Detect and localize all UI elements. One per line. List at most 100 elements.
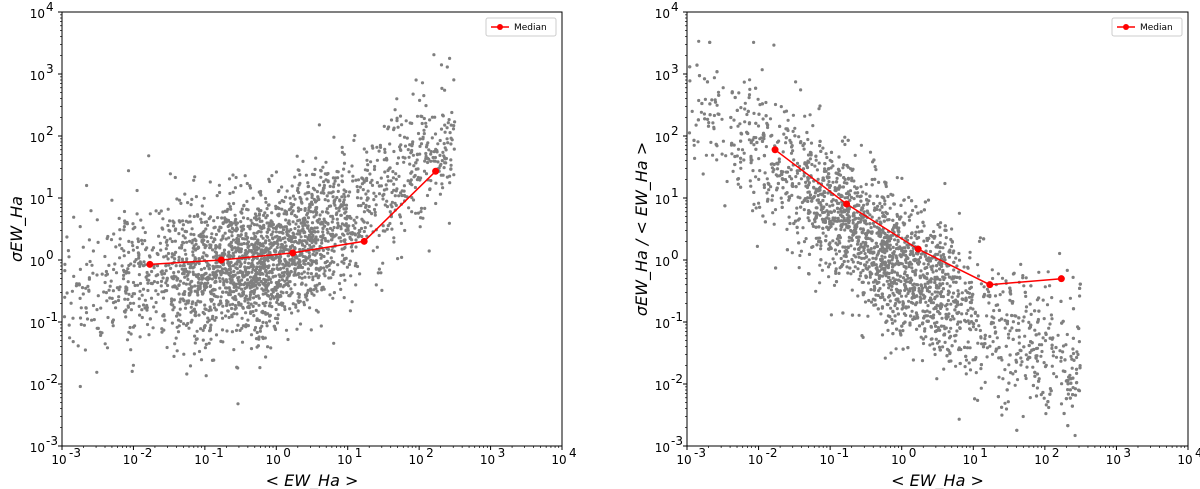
- scatter-point: [348, 309, 352, 313]
- scatter-point: [240, 316, 244, 320]
- scatter-point: [338, 236, 342, 240]
- scatter-point: [100, 331, 104, 335]
- scatter-point: [869, 300, 874, 304]
- scatter-point: [936, 223, 940, 227]
- scatter-point: [181, 234, 185, 238]
- scatter-point: [214, 251, 219, 255]
- y-tick-label: 10: [30, 69, 45, 83]
- scatter-point: [70, 289, 74, 293]
- scatter-point: [258, 270, 262, 274]
- scatter-point: [174, 275, 178, 279]
- scatter-point: [208, 305, 212, 309]
- scatter-point: [186, 301, 190, 305]
- scatter-point: [293, 267, 297, 271]
- scatter-point: [973, 310, 978, 314]
- scatter-point: [367, 204, 371, 209]
- scatter-point: [976, 398, 980, 402]
- scatter-point: [326, 251, 330, 255]
- scatter-point: [994, 330, 998, 334]
- scatter-point: [253, 212, 257, 216]
- scatter-point: [340, 174, 344, 178]
- scatter-point: [170, 252, 174, 256]
- scatter-point: [342, 257, 347, 261]
- scatter-point: [261, 335, 265, 339]
- scatter-point: [997, 375, 1001, 379]
- scatter-point: [284, 225, 288, 229]
- scatter-point: [196, 281, 200, 285]
- scatter-point: [451, 127, 456, 131]
- scatter-point: [68, 336, 72, 340]
- scatter-point: [210, 277, 214, 281]
- scatter-point: [85, 262, 89, 266]
- scatter-point: [261, 301, 265, 305]
- scatter-point: [453, 120, 457, 124]
- scatter-point: [257, 303, 261, 307]
- scatter-point: [905, 274, 909, 278]
- scatter-point: [330, 220, 334, 224]
- scatter-point: [280, 185, 284, 189]
- scatter-point: [202, 242, 206, 247]
- scatter-point: [752, 202, 756, 206]
- scatter-point: [339, 273, 343, 277]
- scatter-point: [395, 119, 399, 123]
- scatter-point: [966, 319, 970, 323]
- scatter-point: [379, 145, 383, 149]
- scatter-point: [347, 262, 351, 267]
- scatter-point: [419, 210, 423, 214]
- scatter-point: [885, 239, 890, 243]
- scatter-point: [853, 153, 857, 157]
- scatter-point: [948, 250, 952, 254]
- scatter-point: [209, 236, 213, 240]
- scatter-point: [253, 249, 257, 253]
- scatter-point: [377, 233, 381, 238]
- scatter-point: [267, 294, 271, 298]
- scatter-point: [887, 282, 891, 286]
- scatter-point: [791, 149, 795, 153]
- scatter-point: [991, 321, 995, 325]
- scatter-point: [166, 223, 170, 228]
- scatter-point: [762, 185, 767, 190]
- scatter-point: [799, 205, 803, 209]
- scatter-point: [968, 368, 973, 372]
- scatter-point: [854, 216, 858, 220]
- scatter-point: [414, 167, 418, 171]
- scatter-point: [263, 336, 267, 340]
- scatter-point: [940, 264, 944, 268]
- scatter-point: [705, 80, 710, 84]
- x-tick-exponent: -1: [212, 446, 224, 460]
- scatter-point: [1052, 372, 1056, 376]
- scatter-point: [242, 283, 246, 287]
- scatter-point: [151, 326, 155, 330]
- scatter-point: [1042, 361, 1046, 365]
- scatter-point: [745, 112, 749, 117]
- scatter-point: [858, 220, 862, 224]
- scatter-point: [221, 221, 225, 226]
- scatter-point: [303, 208, 307, 212]
- scatter-point: [295, 188, 300, 193]
- scatter-point: [276, 298, 280, 302]
- scatter-point: [704, 153, 709, 157]
- scatter-point: [954, 333, 958, 337]
- scatter-point: [310, 292, 314, 296]
- scatter-point: [398, 114, 403, 118]
- scatter-point: [178, 279, 182, 283]
- scatter-point: [251, 296, 256, 300]
- scatter-point: [331, 228, 335, 232]
- scatter-point: [238, 328, 242, 332]
- scatter-point: [127, 271, 131, 275]
- scatter-point: [951, 291, 956, 295]
- scatter-point: [185, 274, 189, 278]
- scatter-point: [896, 278, 901, 282]
- scatter-point: [299, 282, 304, 286]
- scatter-point: [267, 224, 271, 228]
- scatter-point: [254, 308, 258, 312]
- scatter-point: [949, 326, 953, 330]
- scatter-point: [1014, 360, 1019, 364]
- scatter-point: [236, 233, 240, 238]
- scatter-point: [145, 278, 149, 282]
- scatter-point: [441, 150, 445, 154]
- scatter-point: [790, 251, 794, 255]
- scatter-point: [139, 218, 143, 222]
- scatter-point: [906, 246, 911, 250]
- scatter-point: [238, 264, 243, 268]
